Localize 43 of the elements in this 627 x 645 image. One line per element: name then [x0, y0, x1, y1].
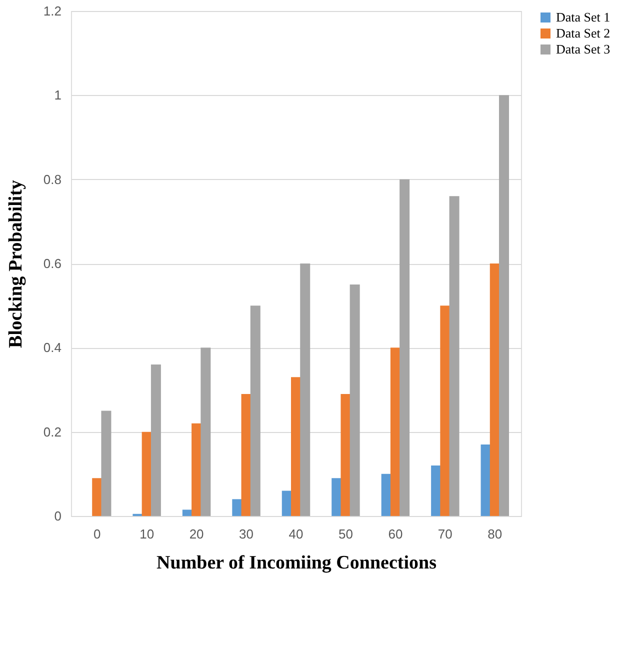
- bar: [449, 196, 460, 516]
- y-tick-label: 0.4: [43, 340, 62, 356]
- legend-label: Data Set 2: [556, 26, 610, 40]
- y-axis-title: Blocking Probability: [5, 179, 26, 348]
- bar: [381, 474, 392, 516]
- bar: [182, 510, 192, 516]
- bar: [192, 423, 202, 516]
- x-tick-label: 0: [93, 526, 101, 542]
- bar: [250, 306, 260, 516]
- y-tick-label: 1.2: [43, 4, 62, 18]
- x-tick-label: 30: [239, 526, 254, 542]
- bar: [400, 179, 410, 516]
- bar: [340, 394, 351, 516]
- bar: [332, 478, 342, 516]
- bar: [440, 306, 450, 516]
- y-tick-label: 0.8: [43, 172, 62, 187]
- y-tick-label: 0.6: [43, 256, 62, 271]
- bar: [300, 264, 310, 516]
- x-tick-label: 40: [288, 526, 304, 542]
- y-tick-label: 0: [54, 508, 62, 524]
- bar: [150, 364, 161, 516]
- x-tick-label: 70: [438, 526, 452, 542]
- x-tick-label: 10: [140, 526, 154, 542]
- bar: [92, 478, 102, 516]
- bar: [431, 466, 442, 516]
- bar: [490, 264, 500, 516]
- x-axis-title: Number of Incomiing Connections: [156, 552, 436, 574]
- bar: [200, 348, 211, 516]
- bar: [241, 394, 252, 516]
- bar: [499, 95, 510, 516]
- x-tick-label: 60: [388, 526, 403, 542]
- bar: [390, 348, 400, 516]
- bar: [232, 499, 242, 516]
- legend-label: Data Set 3: [556, 42, 610, 56]
- x-tick-label: 80: [488, 526, 502, 542]
- x-tick-label: 20: [189, 526, 204, 542]
- bar: [350, 284, 360, 516]
- bar: [291, 377, 301, 516]
- bar: [101, 410, 112, 516]
- y-tick-label: 0.2: [43, 424, 62, 440]
- x-tick-label: 50: [338, 526, 353, 542]
- y-tick-label: 1: [54, 88, 62, 103]
- legend-label: Data Set 1: [556, 10, 610, 24]
